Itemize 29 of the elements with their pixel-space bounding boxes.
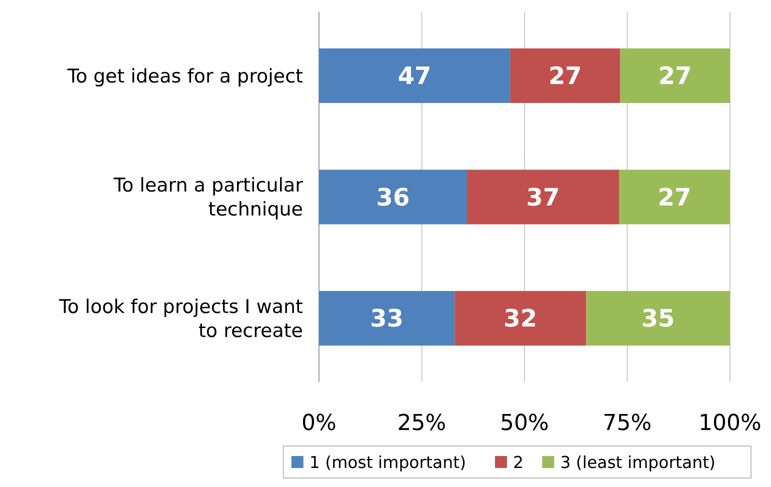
data-label: 27 xyxy=(658,62,692,90)
bar xyxy=(319,170,467,224)
x-tick-label: 25% xyxy=(397,411,446,436)
data-label: 47 xyxy=(398,62,432,90)
bar xyxy=(454,291,586,346)
bar xyxy=(466,170,620,224)
bar xyxy=(619,170,730,224)
legend-label: 2 xyxy=(513,452,524,472)
data-label: 27 xyxy=(548,62,582,90)
x-tick-label: 100% xyxy=(698,411,762,436)
data-label: 33 xyxy=(370,304,404,333)
data-label: 37 xyxy=(526,183,560,212)
legend-label: 1 (most important) xyxy=(309,452,466,472)
data-label: 32 xyxy=(504,304,538,333)
y-tick-label: To look for projects I want to recreate xyxy=(58,296,303,342)
bar xyxy=(319,48,510,103)
data-label: 36 xyxy=(376,183,410,212)
y-tick-label: To learn a particular technique xyxy=(112,174,304,221)
bar xyxy=(510,48,620,103)
data-label: 35 xyxy=(641,304,675,333)
y-tick-label: To get ideas for a project xyxy=(66,65,303,88)
data-label: 27 xyxy=(658,183,692,212)
x-tick-label: 0% xyxy=(302,411,336,436)
bar xyxy=(319,291,455,346)
bar xyxy=(586,291,730,346)
bar xyxy=(620,48,730,103)
x-tick-label: 50% xyxy=(500,411,549,436)
x-tick-label: 75% xyxy=(602,411,652,436)
legend-label: 3 (least important) xyxy=(560,452,716,472)
